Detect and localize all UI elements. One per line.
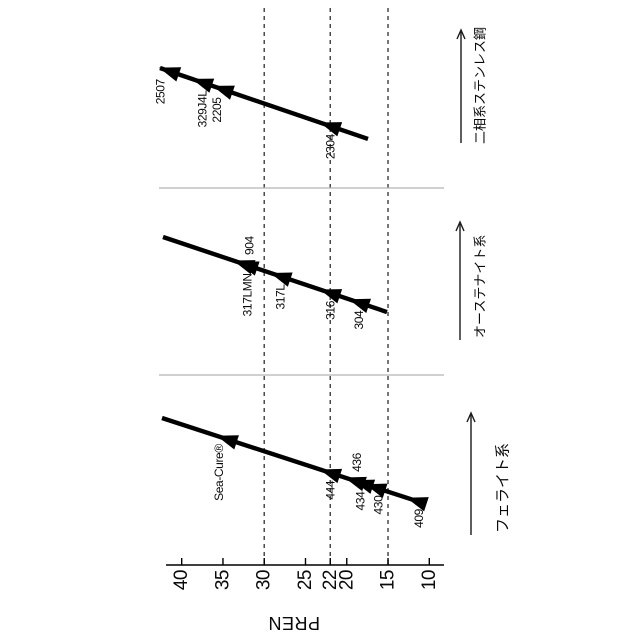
- grade-marker: [237, 261, 260, 276]
- category-arrow-head-icon: [466, 411, 476, 423]
- grade-label: 430: [372, 495, 386, 515]
- grade-label: 317L: [274, 284, 288, 310]
- category-arrow-head-icon: [455, 220, 465, 232]
- grade-label: 329J4L: [195, 90, 209, 128]
- category-arrow-head-icon: [456, 28, 466, 40]
- grade-marker: [348, 298, 372, 313]
- lane-separators: [159, 187, 444, 376]
- grade-label: 409: [412, 508, 426, 528]
- category-label: 二相系ステンレス鋼: [473, 27, 488, 144]
- grade-label: 444: [323, 480, 337, 500]
- series-3: Sea-Cure® 444 436 434 430 409: [161, 415, 429, 528]
- grade-marker: [212, 85, 235, 100]
- axis-tick-label: 40: [171, 570, 192, 590]
- grade-label: 317LMN: [241, 273, 255, 316]
- grade-label: 2507: [153, 78, 167, 104]
- axis-tick-label: 35: [212, 570, 233, 590]
- grade-marker: [352, 479, 376, 494]
- series-2: 904 317LMN 317L 316 304: [162, 234, 388, 330]
- axis-tick-label: 22: [320, 570, 341, 590]
- grade-marker: [319, 468, 343, 484]
- grade-marker: [270, 272, 293, 287]
- grade-marker: [191, 78, 215, 93]
- series-1: 2507 329J4L 2205 2304: [153, 65, 369, 159]
- grade-label: 2205: [210, 97, 224, 123]
- grade-marker: [406, 497, 429, 512]
- grade-label: 904: [243, 235, 257, 255]
- axis-title: PREN: [268, 613, 320, 633]
- grade-marker: [319, 289, 343, 304]
- category-label: オーステナイト系: [473, 235, 488, 338]
- grade-label: 434: [353, 491, 367, 511]
- grade-marker: [216, 435, 239, 450]
- axis-tick-label: 30: [254, 570, 275, 590]
- axis-tick-label: 20: [336, 570, 357, 590]
- category-label: フェライト系: [495, 443, 512, 533]
- grade-label: 2304: [323, 133, 337, 159]
- series-layer: 2507 329J4L 2205 2304 904 317LMN 317L 316 304 Sea…: [153, 65, 429, 528]
- axis-tick-label: 25: [295, 570, 316, 590]
- category-3: フェライト系: [466, 411, 512, 535]
- grade-marker: [158, 67, 182, 82]
- category-1: 二相系ステンレス鋼: [456, 27, 488, 144]
- axis-tick-label: 10: [419, 570, 440, 590]
- axis-tick-label: 15: [378, 570, 399, 590]
- grade-marker: [365, 483, 388, 498]
- grade-marker: [319, 122, 343, 137]
- grade-label: 316: [323, 300, 337, 320]
- category-2: オーステナイト系: [455, 220, 488, 340]
- grade-label: 304: [352, 310, 366, 330]
- grade-label: 436: [350, 452, 364, 472]
- grade-label: Sea-Cure®: [212, 444, 226, 501]
